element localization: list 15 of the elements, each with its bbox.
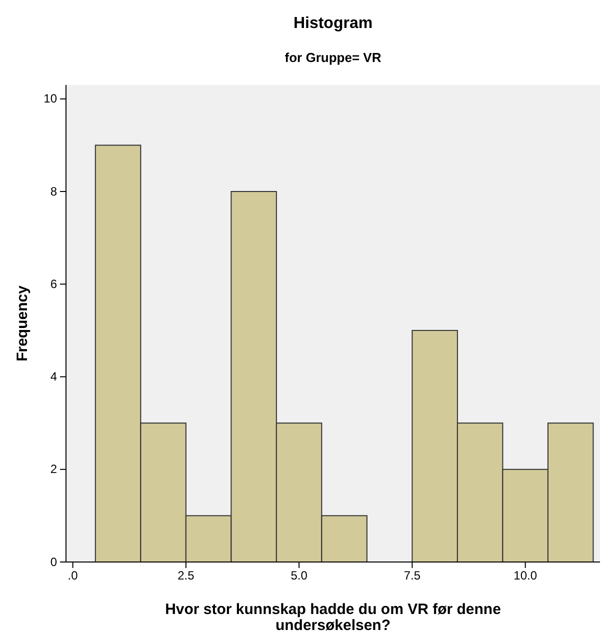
x-tick-label: 7.5 [404,568,421,583]
x-tick-label: 10.0 [514,568,538,583]
y-axis-title: Frequency [14,284,31,362]
y-tick-label: 10 [44,92,58,106]
y-tick-label: 0 [50,554,58,569]
y-tick-label: 6 [50,276,58,291]
y-tick-label: 4 [50,370,58,384]
x-tick-label: .0 [68,568,78,583]
x-tick-label: 2.5 [178,568,195,583]
chart-title: Histogram [293,15,373,32]
y-tick-label: 2 [50,462,58,476]
y-tick-label: 8 [50,184,58,198]
x-tick-label: 5.0 [290,568,308,583]
chart-subtitle: for Gruppe= VR [284,50,382,65]
x-axis-title: Hvor stor kunnskap hadde du om VR før denne undersøkelsen? [165,601,501,634]
